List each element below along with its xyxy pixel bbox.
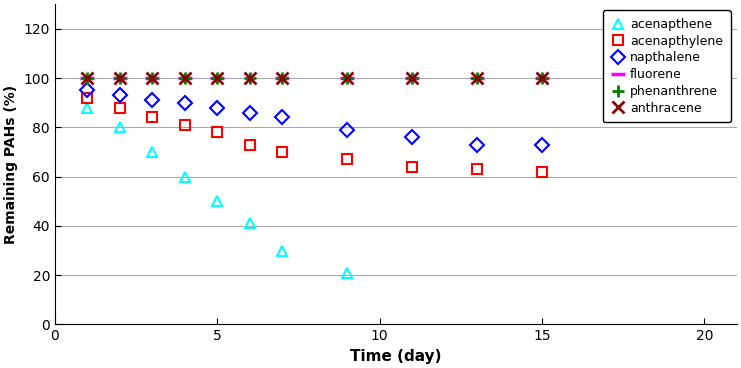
Legend: acenapthene, acenapthylene, napthalene, fluorene, phenanthrene, anthracene: acenapthene, acenapthylene, napthalene, … xyxy=(602,10,731,122)
X-axis label: Time (day): Time (day) xyxy=(350,349,442,364)
Y-axis label: Remaining PAHs (%): Remaining PAHs (%) xyxy=(4,85,19,244)
